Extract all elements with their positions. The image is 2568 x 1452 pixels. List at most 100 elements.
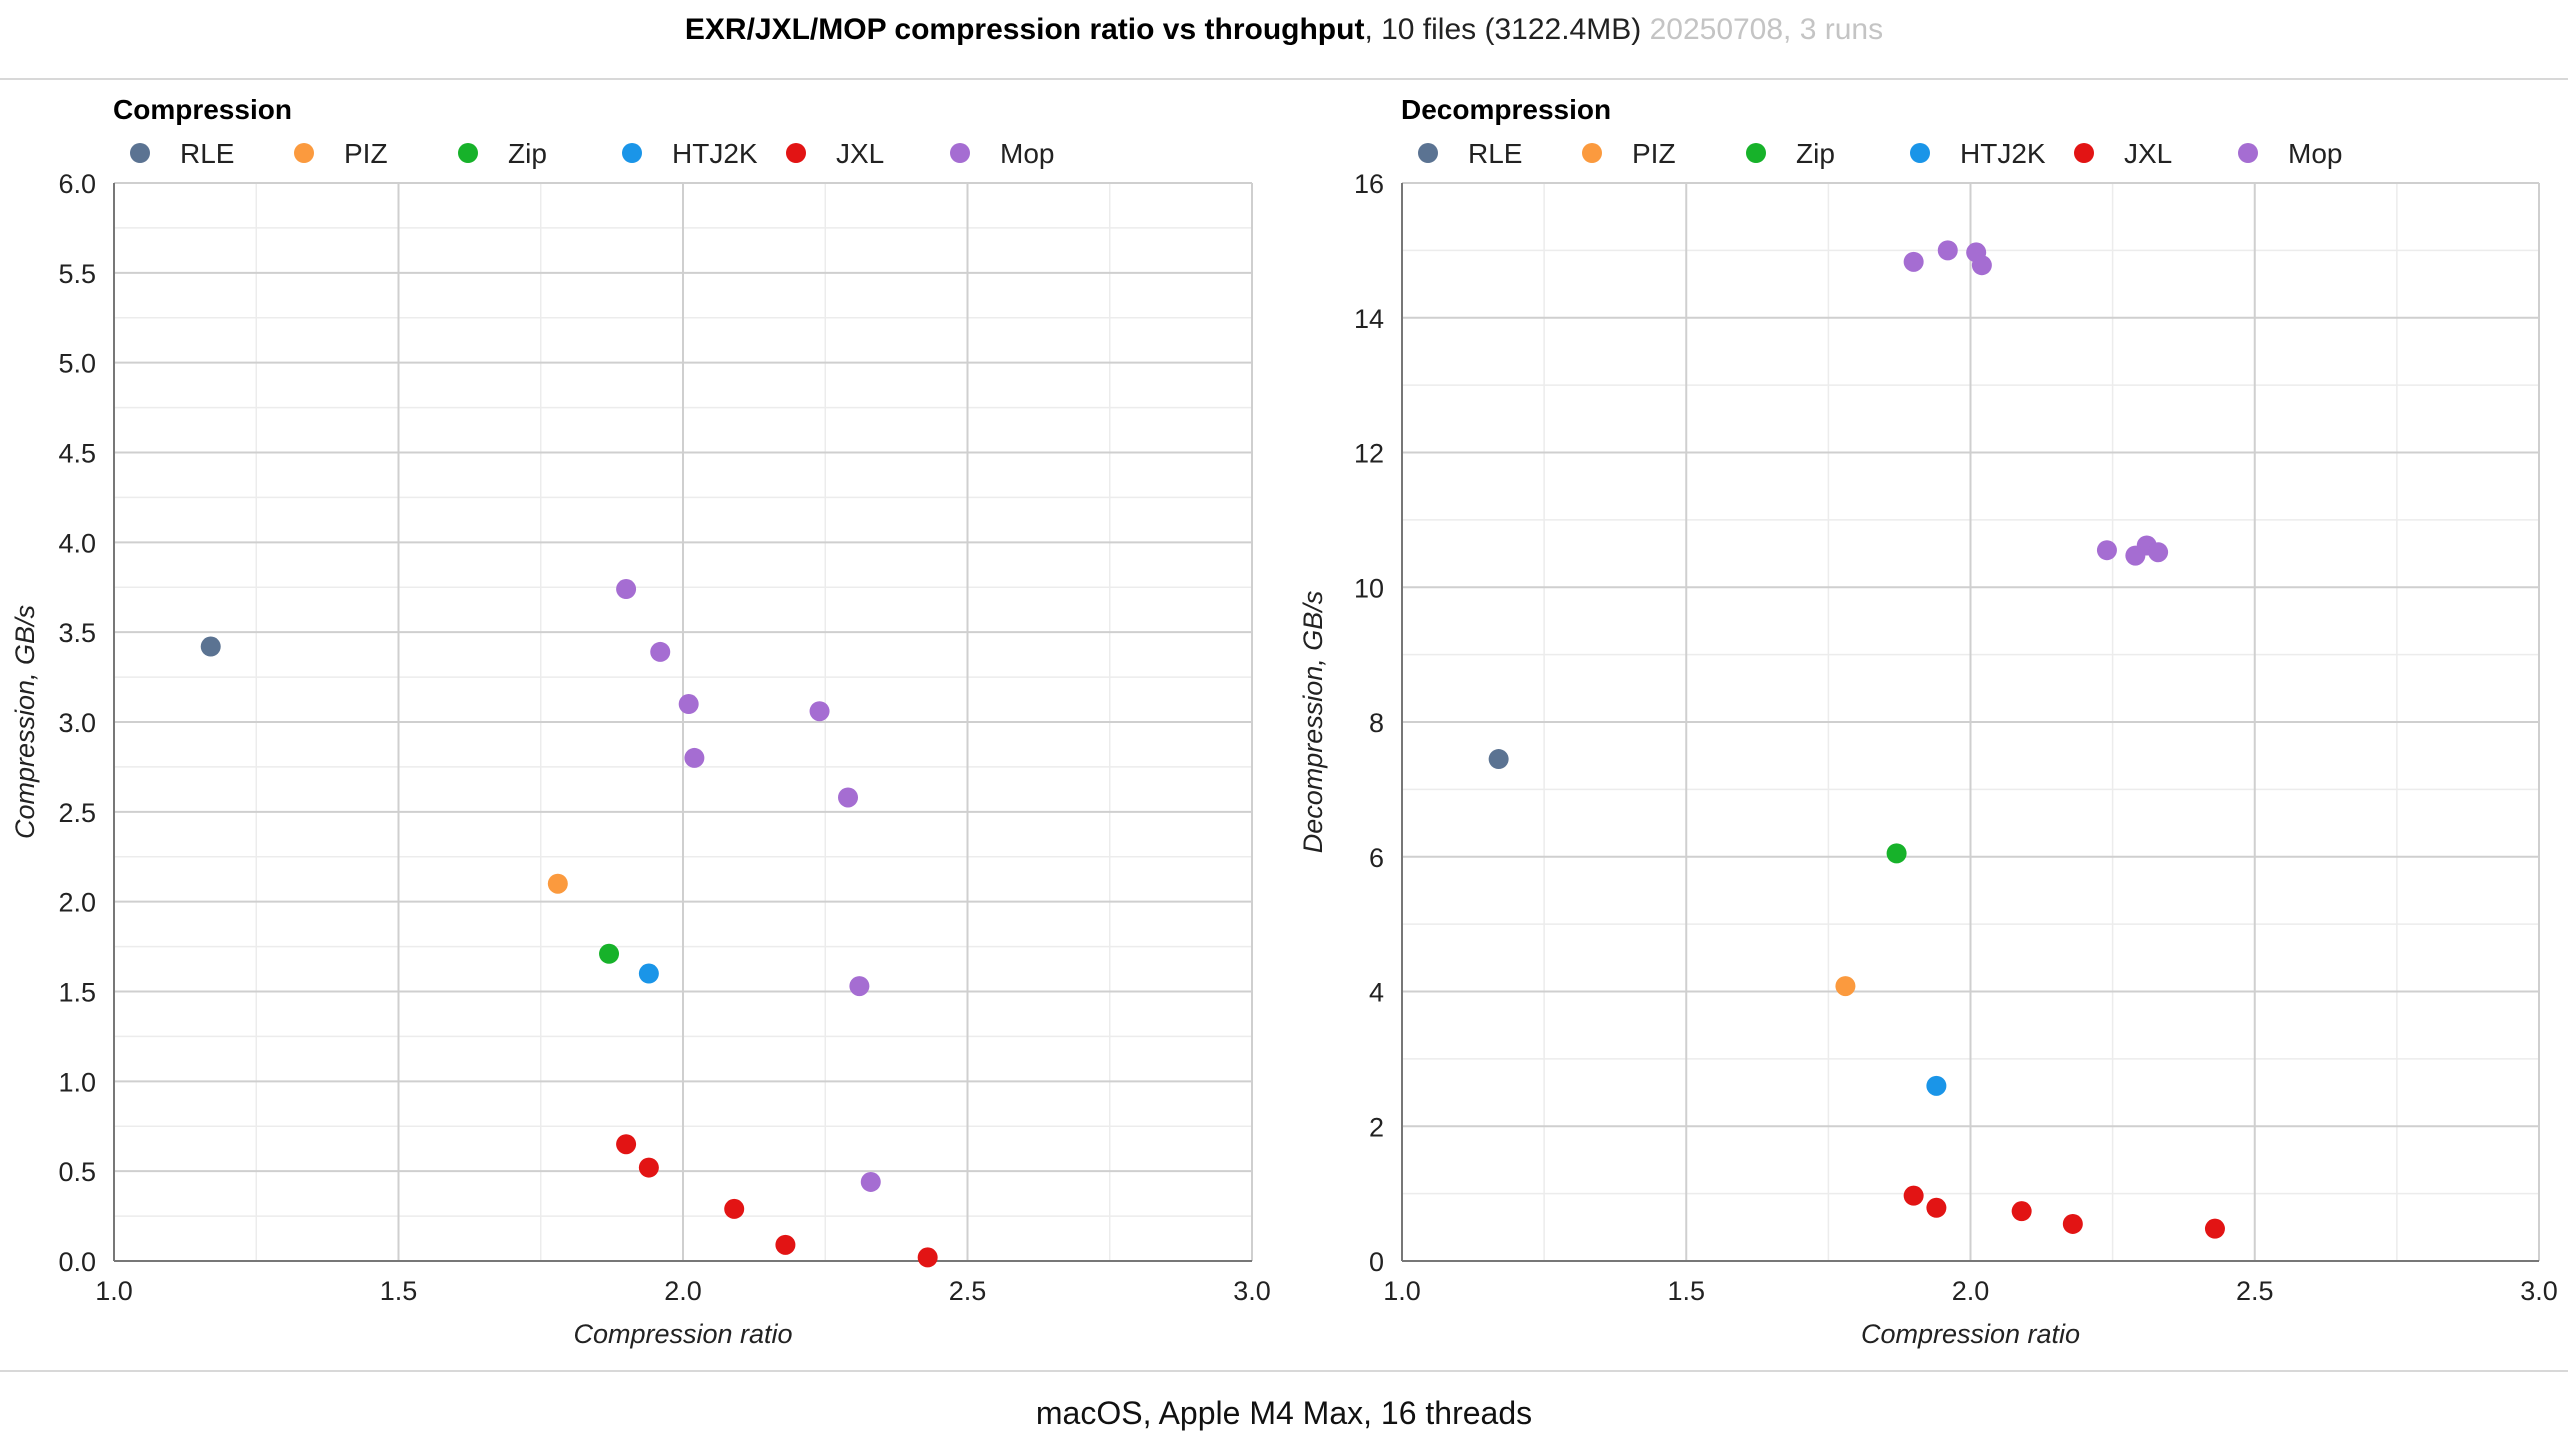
legend-item-mop: Mop: [2238, 138, 2342, 169]
legend-item-jxl: JXL: [786, 138, 884, 169]
legend-label: PIZ: [1632, 138, 1676, 169]
y-tick-label: 8: [1369, 708, 1384, 738]
data-point-mop[interactable]: [616, 579, 637, 600]
data-point-htj2k[interactable]: [1926, 1075, 1947, 1096]
legend-item-htj2k: HTJ2K: [1910, 138, 2046, 169]
legend-label: RLE: [1468, 138, 1522, 169]
legend-marker: [950, 143, 970, 163]
data-point-htj2k[interactable]: [638, 963, 659, 984]
y-tick-label: 0.0: [58, 1247, 96, 1277]
data-point-jxl[interactable]: [917, 1247, 938, 1268]
data-point-rle[interactable]: [1488, 749, 1509, 770]
data-point-jxl[interactable]: [2204, 1218, 2225, 1239]
data-point-mop[interactable]: [838, 787, 859, 808]
x-tick-label: 3.0: [1233, 1276, 1271, 1306]
y-tick-label: 3.0: [58, 708, 96, 738]
data-point-mop[interactable]: [2148, 542, 2169, 563]
title-rest: , 10 files (3122.4MB): [1364, 13, 1650, 46]
x-tick-label: 1.5: [380, 1276, 418, 1306]
data-point-jxl[interactable]: [724, 1198, 745, 1219]
y-tick-label: 6: [1369, 843, 1384, 873]
data-point-jxl[interactable]: [616, 1134, 637, 1155]
footer-divider: [0, 1370, 2568, 1372]
y-tick-label: 14: [1354, 304, 1384, 334]
data-point-mop[interactable]: [678, 694, 699, 715]
data-point-piz[interactable]: [547, 873, 568, 894]
x-tick-label: 2.0: [664, 1276, 702, 1306]
data-point-mop[interactable]: [684, 747, 705, 768]
legend-marker: [786, 143, 806, 163]
title-bold: EXR/JXL/MOP compression ratio vs through…: [684, 13, 1365, 46]
y-tick-label: 12: [1354, 439, 1384, 469]
data-point-jxl[interactable]: [638, 1157, 659, 1178]
legend-label: JXL: [836, 138, 884, 169]
y-tick-label: 10: [1354, 573, 1384, 603]
legend-label: HTJ2K: [1960, 138, 2046, 169]
legend-marker: [622, 143, 642, 163]
data-point-zip[interactable]: [1886, 843, 1907, 864]
legend-label: Mop: [2288, 138, 2342, 169]
data-point-piz[interactable]: [1835, 976, 1856, 997]
x-tick-label: 1.5: [1667, 1276, 1705, 1306]
legend-label: HTJ2K: [672, 138, 758, 169]
y-tick-label: 0.5: [58, 1157, 96, 1187]
x-tick-label: 2.5: [2236, 1276, 2274, 1306]
y-tick-label: 5.5: [58, 259, 96, 289]
y-tick-label: 4: [1369, 978, 1384, 1008]
data-point-mop[interactable]: [1937, 240, 1958, 261]
chart-title: EXR/JXL/MOP compression ratio vs through…: [0, 0, 2568, 60]
data-point-mop[interactable]: [650, 641, 671, 662]
y-tick-label: 0: [1369, 1247, 1384, 1277]
legend-marker: [130, 143, 150, 163]
y-tick-label: 3.5: [58, 618, 96, 648]
panel-title: Compression: [113, 94, 292, 125]
x-tick-label: 2.0: [1952, 1276, 1990, 1306]
data-point-mop[interactable]: [809, 701, 830, 722]
legend-item-rle: RLE: [1418, 138, 1522, 169]
x-tick-label: 2.5: [949, 1276, 987, 1306]
chart-decompression: 0 2 4 6 8 10 12 14 16 1.0 1.5 2.0 2.5 3.0 Decompressio…: [1298, 94, 2558, 1349]
data-point-mop[interactable]: [849, 976, 870, 997]
data-point-jxl[interactable]: [1903, 1185, 1924, 1206]
legend-item-piz: PIZ: [1582, 138, 1676, 169]
legend-marker: [2238, 143, 2258, 163]
header-divider: [0, 78, 2568, 80]
y-axis-label: Decompression, GB/s: [1298, 591, 1328, 854]
data-point-jxl[interactable]: [2062, 1213, 2083, 1234]
legend-marker: [1582, 143, 1602, 163]
legend-marker: [1746, 143, 1766, 163]
legend-label: Zip: [1796, 138, 1835, 169]
footer-text: macOS, Apple M4 Max, 16 threads: [1035, 1395, 1533, 1431]
data-point-jxl[interactable]: [2011, 1201, 2032, 1222]
x-axis-label: Compression ratio: [1861, 1319, 2080, 1349]
y-tick-label: 2.0: [58, 888, 96, 918]
data-point-jxl[interactable]: [775, 1234, 796, 1255]
legend-item-mop: Mop: [950, 138, 1054, 169]
data-point-jxl[interactable]: [1926, 1197, 1947, 1218]
y-axis-label: Compression, GB/s: [10, 605, 40, 839]
data-point-mop[interactable]: [1903, 251, 1924, 272]
y-tick-label: 4.0: [58, 528, 96, 558]
y-tick-label: 1.0: [58, 1067, 96, 1097]
y-tick-label: 1.5: [58, 978, 96, 1008]
y-tick-label: 5.0: [58, 349, 96, 379]
legend-item-rle: RLE: [130, 138, 234, 169]
x-tick-label: 3.0: [2520, 1276, 2558, 1306]
legend-item-htj2k: HTJ2K: [622, 138, 758, 169]
y-tick-label: 2.5: [58, 798, 96, 828]
data-point-zip[interactable]: [599, 943, 620, 964]
data-point-mop[interactable]: [2096, 540, 2117, 561]
title-muted: 20250708, 3 runs: [1649, 13, 1884, 46]
data-point-mop[interactable]: [1971, 255, 1992, 276]
y-tick-label: 16: [1354, 169, 1384, 199]
legend-label: RLE: [180, 138, 234, 169]
y-tick-label: 2: [1369, 1112, 1384, 1142]
legend-item-jxl: JXL: [2074, 138, 2172, 169]
legend-label: PIZ: [344, 138, 388, 169]
data-point-rle[interactable]: [200, 636, 221, 657]
x-axis-label: Compression ratio: [573, 1319, 792, 1349]
data-point-mop[interactable]: [860, 1171, 881, 1192]
legend-marker: [2074, 143, 2094, 163]
legend-label: JXL: [2124, 138, 2172, 169]
